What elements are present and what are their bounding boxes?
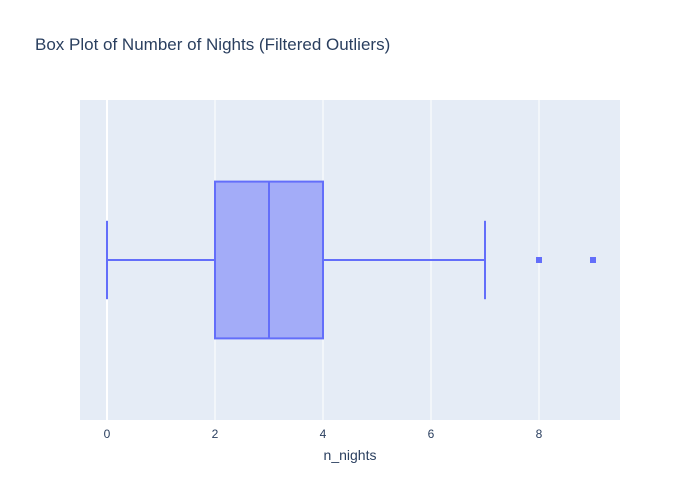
x-tick-label: 0 [104, 427, 111, 441]
x-tick-label: 6 [428, 427, 435, 441]
x-tick-label: 8 [536, 427, 543, 441]
outlier-point [590, 257, 596, 263]
x-tick-label: 4 [320, 427, 327, 441]
box-group [106, 180, 596, 340]
x-axis-ticks: 0 2 4 6 8 [104, 427, 543, 441]
chart-title: Box Plot of Number of Nights (Filtered O… [35, 35, 390, 54]
outlier-point [536, 257, 542, 263]
x-tick-label: 2 [212, 427, 219, 441]
x-axis-label: n_nights [324, 447, 377, 463]
